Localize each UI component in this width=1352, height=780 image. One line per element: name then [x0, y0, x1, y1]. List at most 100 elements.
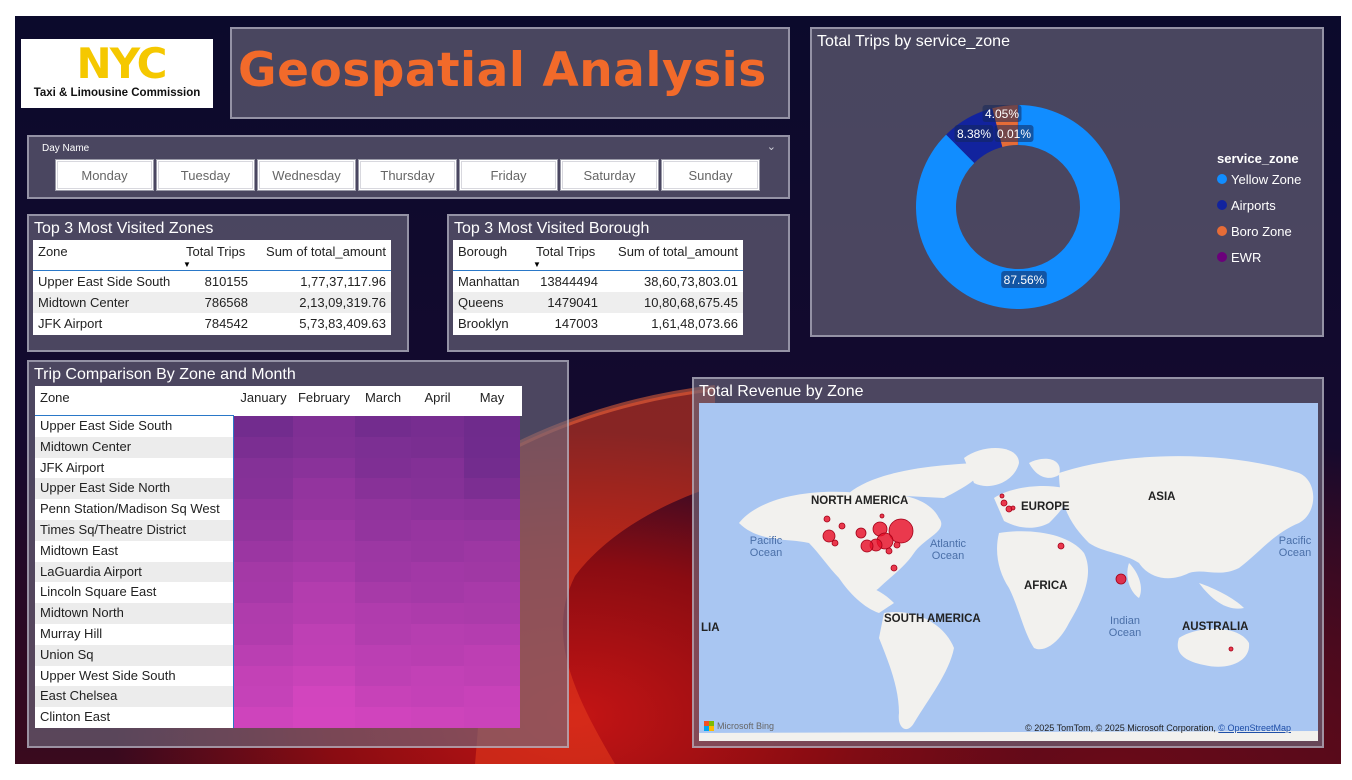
table-row[interactable]: Manhattan 13844494 38,60,73,803.01	[458, 273, 738, 289]
matrix-cell[interactable]	[464, 499, 520, 520]
day-button-saturday[interactable]: Saturday	[560, 159, 659, 191]
matrix-cell[interactable]	[293, 436, 355, 458]
matrix-cell[interactable]	[411, 478, 464, 500]
matrix-row[interactable]: LaGuardia Airport	[35, 561, 522, 583]
map-marker[interactable]	[999, 493, 1005, 499]
matrix-row[interactable]: Midtown Center	[35, 436, 522, 458]
matrix-cell[interactable]	[355, 499, 411, 520]
column-header-zone[interactable]: Zone	[38, 244, 68, 259]
matrix-cell[interactable]	[355, 540, 411, 562]
matrix-cell[interactable]	[355, 603, 411, 624]
matrix-cell[interactable]	[293, 623, 355, 645]
matrix-cell[interactable]	[234, 416, 293, 437]
map-marker[interactable]	[879, 513, 885, 519]
day-button-monday[interactable]: Monday	[55, 159, 154, 191]
column-header-total-amount[interactable]: Sum of total_amount	[618, 244, 738, 259]
matrix-cell[interactable]	[234, 436, 293, 458]
matrix-cell[interactable]	[411, 436, 464, 458]
matrix-cell[interactable]	[234, 603, 293, 624]
matrix-cell[interactable]	[464, 478, 520, 500]
matrix-cell[interactable]	[464, 457, 520, 479]
legend-item-airports[interactable]: Airports	[1231, 198, 1276, 213]
matrix-cell[interactable]	[234, 665, 293, 687]
matrix-cell[interactable]	[293, 457, 355, 479]
world-map[interactable]: NORTH AMERICA EUROPE ASIA AFRICA SOUTH A…	[699, 403, 1318, 741]
day-button-tuesday[interactable]: Tuesday	[156, 159, 255, 191]
table-row[interactable]: Midtown Center 786568 2,13,09,319.76	[33, 291, 391, 313]
matrix-row[interactable]: Upper East Side South	[35, 416, 522, 437]
map-marker[interactable]	[893, 541, 901, 549]
matrix-cell[interactable]	[293, 686, 355, 708]
map-marker[interactable]	[822, 529, 836, 543]
matrix-cell[interactable]	[355, 686, 411, 708]
map-marker[interactable]	[1228, 646, 1234, 652]
map-marker[interactable]	[860, 539, 874, 553]
matrix-cell[interactable]	[411, 457, 464, 479]
matrix-row[interactable]: Midtown East	[35, 540, 522, 562]
column-header-total-amount[interactable]: Sum of total_amount	[266, 244, 386, 259]
matrix-cell[interactable]	[411, 499, 464, 520]
matrix-cell[interactable]	[234, 582, 293, 604]
map-marker[interactable]	[831, 539, 839, 547]
matrix-cell[interactable]	[355, 416, 411, 437]
map-marker[interactable]	[1000, 499, 1008, 507]
column-header-borough[interactable]: Borough	[458, 244, 508, 259]
matrix-row[interactable]: Murray Hill	[35, 623, 522, 645]
matrix-cell[interactable]	[464, 540, 520, 562]
matrix-cell[interactable]	[411, 540, 464, 562]
matrix-row[interactable]: Lincoln Square East	[35, 582, 522, 604]
column-header-january[interactable]: January	[240, 390, 287, 405]
microsoft-bing-logo[interactable]: Microsoft Bing	[704, 721, 774, 731]
map-marker[interactable]	[838, 522, 846, 530]
matrix-cell[interactable]	[464, 665, 520, 687]
matrix-cell[interactable]	[355, 436, 411, 458]
matrix-cell[interactable]	[355, 707, 411, 728]
matrix-cell[interactable]	[464, 686, 520, 708]
matrix-cell[interactable]	[234, 478, 293, 500]
matrix-cell[interactable]	[411, 644, 464, 666]
matrix-cell[interactable]	[293, 707, 355, 728]
matrix-cell[interactable]	[293, 561, 355, 583]
matrix-row[interactable]: Upper East Side North	[35, 478, 522, 500]
matrix-cell[interactable]	[411, 582, 464, 604]
matrix-cell[interactable]	[355, 519, 411, 541]
matrix-row[interactable]: JFK Airport	[35, 457, 522, 479]
matrix-cell[interactable]	[293, 665, 355, 687]
legend-item-ewr[interactable]: EWR	[1231, 250, 1261, 265]
matrix-row[interactable]: Penn Station/Madison Sq West	[35, 499, 522, 520]
matrix-cell[interactable]	[411, 561, 464, 583]
matrix-cell[interactable]	[411, 416, 464, 437]
matrix-cell[interactable]	[293, 499, 355, 520]
legend-item-yellow-zone[interactable]: Yellow Zone	[1231, 172, 1301, 187]
matrix-cell[interactable]	[464, 582, 520, 604]
matrix-cell[interactable]	[293, 478, 355, 500]
matrix-row[interactable]: Upper West Side South	[35, 665, 522, 687]
matrix-cell[interactable]	[355, 644, 411, 666]
matrix-cell[interactable]	[411, 603, 464, 624]
map-marker[interactable]	[823, 515, 831, 523]
table-row[interactable]: JFK Airport 784542 5,73,83,409.63	[38, 316, 386, 332]
matrix-cell[interactable]	[234, 644, 293, 666]
matrix-cell[interactable]	[293, 582, 355, 604]
matrix-cell[interactable]	[293, 519, 355, 541]
matrix-cell[interactable]	[234, 457, 293, 479]
table-row[interactable]: Brooklyn 147003 1,61,48,073.66	[458, 316, 738, 332]
matrix-cell[interactable]	[355, 561, 411, 583]
matrix-cell[interactable]	[293, 540, 355, 562]
matrix-cell[interactable]	[411, 665, 464, 687]
map-marker[interactable]	[1115, 573, 1127, 585]
column-header-february[interactable]: February	[297, 390, 351, 405]
matrix-row[interactable]: East Chelsea	[35, 686, 522, 708]
matrix-cell[interactable]	[355, 582, 411, 604]
column-header-april[interactable]: April	[424, 390, 451, 405]
matrix-cell[interactable]	[464, 416, 520, 437]
column-header-march[interactable]: March	[364, 390, 402, 405]
map-marker[interactable]	[890, 564, 898, 572]
matrix-row[interactable]: Times Sq/Theatre District	[35, 519, 522, 541]
matrix-cell[interactable]	[234, 686, 293, 708]
column-header-total-trips[interactable]: Total Trips ▼	[183, 244, 246, 269]
openstreetmap-link[interactable]: © OpenStreetMap	[1218, 723, 1291, 733]
matrix-cell[interactable]	[411, 623, 464, 645]
day-button-wednesday[interactable]: Wednesday	[257, 159, 356, 191]
map-marker[interactable]	[885, 547, 893, 555]
